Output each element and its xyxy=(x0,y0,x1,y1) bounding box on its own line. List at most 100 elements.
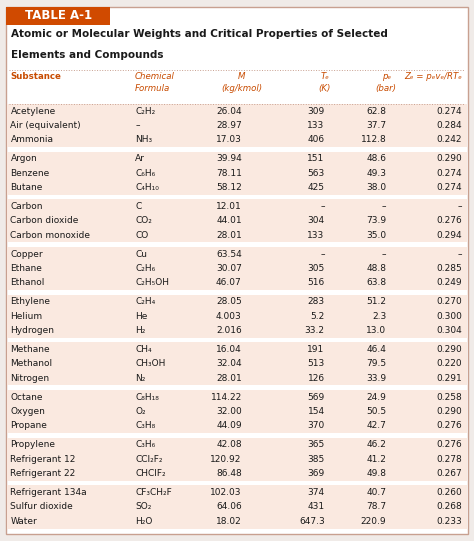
Text: Ar: Ar xyxy=(135,154,145,163)
Text: 28.97: 28.97 xyxy=(216,121,242,130)
Text: 304: 304 xyxy=(308,216,325,226)
Text: Ethane: Ethane xyxy=(10,264,42,273)
Bar xyxy=(6,7,110,25)
Text: 24.9: 24.9 xyxy=(366,393,386,402)
Text: 513: 513 xyxy=(308,359,325,368)
Text: Ethanol: Ethanol xyxy=(10,279,45,287)
Text: 102.03: 102.03 xyxy=(210,488,242,497)
Text: 17.03: 17.03 xyxy=(216,135,242,144)
Text: C₃H₆: C₃H₆ xyxy=(135,440,155,450)
Text: C₂H₅OH: C₂H₅OH xyxy=(135,279,169,287)
Text: 28.01: 28.01 xyxy=(216,374,242,383)
Text: 0.233: 0.233 xyxy=(437,517,462,526)
Text: 385: 385 xyxy=(308,455,325,464)
Text: 26.04: 26.04 xyxy=(216,107,242,116)
Text: 369: 369 xyxy=(308,469,325,478)
Text: Carbon: Carbon xyxy=(10,202,43,211)
Text: Benzene: Benzene xyxy=(10,169,50,177)
Text: 0.242: 0.242 xyxy=(437,135,462,144)
Bar xyxy=(7,104,467,147)
Text: Substance: Substance xyxy=(10,72,61,82)
Text: 86.48: 86.48 xyxy=(216,469,242,478)
Text: 0.285: 0.285 xyxy=(437,264,462,273)
Text: 365: 365 xyxy=(308,440,325,450)
Text: 16.04: 16.04 xyxy=(216,345,242,354)
Text: –: – xyxy=(458,249,462,259)
Text: Refrigerant 22: Refrigerant 22 xyxy=(10,469,76,478)
Text: Chemical
Formula: Chemical Formula xyxy=(135,72,175,93)
Text: 516: 516 xyxy=(308,279,325,287)
Text: Refrigerant 12: Refrigerant 12 xyxy=(10,455,76,464)
Bar xyxy=(7,342,467,386)
Text: Hydrogen: Hydrogen xyxy=(10,326,55,335)
Text: 191: 191 xyxy=(308,345,325,354)
Text: –: – xyxy=(382,202,386,211)
Text: 0.304: 0.304 xyxy=(437,326,462,335)
Text: 0.274: 0.274 xyxy=(437,107,462,116)
Text: 46.4: 46.4 xyxy=(366,345,386,354)
Text: 305: 305 xyxy=(308,264,325,273)
Text: 28.05: 28.05 xyxy=(216,298,242,306)
Text: 46.07: 46.07 xyxy=(216,279,242,287)
Text: 0.220: 0.220 xyxy=(437,359,462,368)
Bar xyxy=(7,390,467,433)
Text: 0.284: 0.284 xyxy=(437,121,462,130)
Text: Zₑ = pₑvₑ/RTₑ: Zₑ = pₑvₑ/RTₑ xyxy=(404,72,462,82)
Text: 370: 370 xyxy=(308,421,325,431)
Text: C₄H₁₀: C₄H₁₀ xyxy=(135,183,159,192)
Text: 133: 133 xyxy=(308,121,325,130)
Text: Nitrogen: Nitrogen xyxy=(10,374,50,383)
Text: Carbon dioxide: Carbon dioxide xyxy=(10,216,79,226)
Text: 62.8: 62.8 xyxy=(366,107,386,116)
Text: 2.3: 2.3 xyxy=(372,312,386,321)
Text: 126: 126 xyxy=(308,374,325,383)
Text: Ethylene: Ethylene xyxy=(10,298,50,306)
Text: Argon: Argon xyxy=(10,154,37,163)
Text: M
(kg/kmol): M (kg/kmol) xyxy=(221,72,262,93)
Text: 647.3: 647.3 xyxy=(299,517,325,526)
Text: 48.6: 48.6 xyxy=(366,154,386,163)
Text: Atomic or Molecular Weights and Critical Properties of Selected: Atomic or Molecular Weights and Critical… xyxy=(11,29,388,39)
Text: –: – xyxy=(135,121,139,130)
Text: C₂H₂: C₂H₂ xyxy=(135,107,155,116)
Text: 0.258: 0.258 xyxy=(437,393,462,402)
Text: 220.9: 220.9 xyxy=(361,517,386,526)
Text: C₃H₈: C₃H₈ xyxy=(135,421,155,431)
Text: 0.270: 0.270 xyxy=(437,298,462,306)
Text: 151: 151 xyxy=(308,154,325,163)
Text: 431: 431 xyxy=(308,503,325,511)
Text: He: He xyxy=(135,312,147,321)
Text: CCl₂F₂: CCl₂F₂ xyxy=(135,455,163,464)
Bar xyxy=(7,295,467,338)
Text: 58.12: 58.12 xyxy=(216,183,242,192)
Text: 33.2: 33.2 xyxy=(305,326,325,335)
Text: 0.294: 0.294 xyxy=(437,230,462,240)
Text: 51.2: 51.2 xyxy=(366,298,386,306)
Text: –: – xyxy=(320,249,325,259)
Text: Carbon monoxide: Carbon monoxide xyxy=(10,230,91,240)
Text: CF₃CH₂F: CF₃CH₂F xyxy=(135,488,172,497)
Text: Butane: Butane xyxy=(10,183,43,192)
Text: C₈H₁₈: C₈H₁₈ xyxy=(135,393,159,402)
Text: 33.9: 33.9 xyxy=(366,374,386,383)
Text: Tₑ
(K): Tₑ (K) xyxy=(319,72,331,93)
Text: Sulfur dioxide: Sulfur dioxide xyxy=(10,503,73,511)
Text: 37.7: 37.7 xyxy=(366,121,386,130)
Text: CHClF₂: CHClF₂ xyxy=(135,469,166,478)
Text: 0.274: 0.274 xyxy=(437,169,462,177)
Text: CH₃OH: CH₃OH xyxy=(135,359,165,368)
Text: Oxygen: Oxygen xyxy=(10,407,46,416)
Text: 64.06: 64.06 xyxy=(216,503,242,511)
Text: 112.8: 112.8 xyxy=(361,135,386,144)
Text: 309: 309 xyxy=(308,107,325,116)
Text: 569: 569 xyxy=(308,393,325,402)
Text: 50.5: 50.5 xyxy=(366,407,386,416)
Text: 12.01: 12.01 xyxy=(216,202,242,211)
Text: 79.5: 79.5 xyxy=(366,359,386,368)
Text: 78.11: 78.11 xyxy=(216,169,242,177)
Text: 0.290: 0.290 xyxy=(437,345,462,354)
Text: 0.278: 0.278 xyxy=(437,455,462,464)
Text: CO₂: CO₂ xyxy=(135,216,152,226)
Text: C₂H₄: C₂H₄ xyxy=(135,298,155,306)
Text: H₂O: H₂O xyxy=(135,517,153,526)
